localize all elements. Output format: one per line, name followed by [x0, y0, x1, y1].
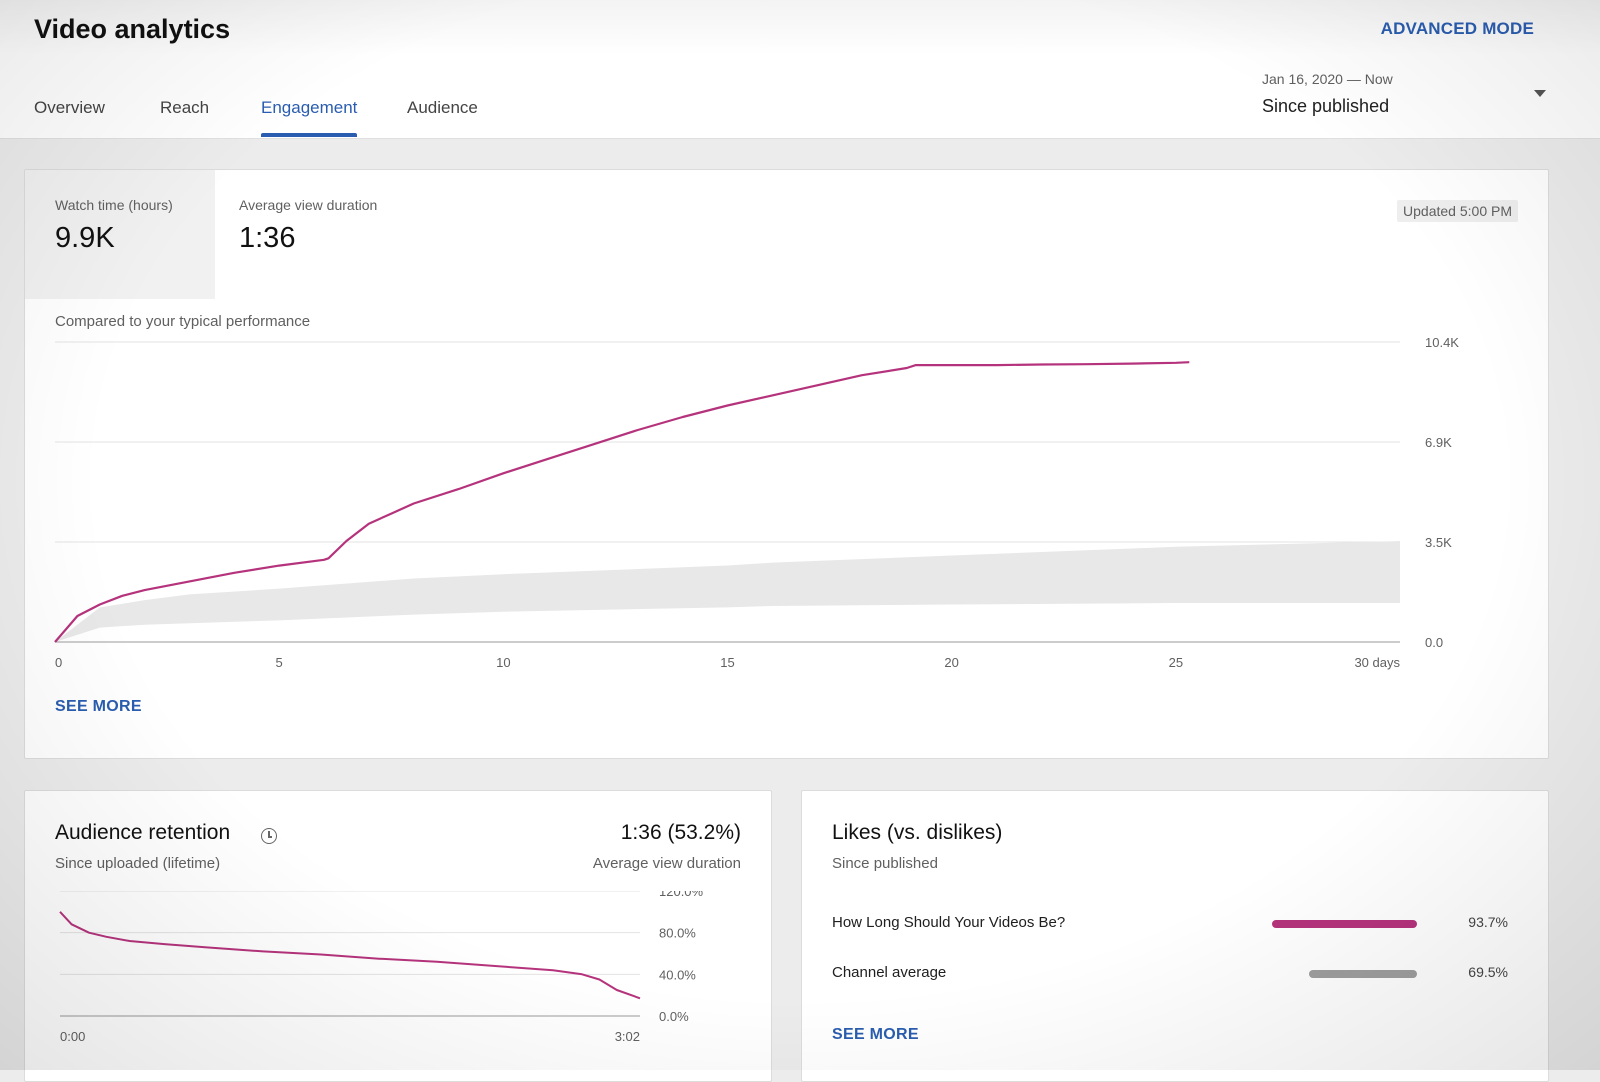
retention-line: [59, 911, 641, 1000]
tab-audience[interactable]: Audience: [407, 98, 478, 117]
y-tick-label: 80.0%: [659, 926, 696, 941]
y-tick-label: 0.0: [1425, 635, 1443, 650]
metric-tab-avg-view-duration[interactable]: Average view duration 1:36: [215, 170, 435, 299]
likes-bar: [1272, 920, 1417, 928]
tab-reach[interactable]: Reach: [160, 98, 210, 117]
y-tick-label: 6.9K: [1425, 435, 1452, 450]
avg-view-duration-value: 1:36 (53.2%): [620, 821, 741, 844]
x-tick-label: 30 days: [1354, 655, 1400, 670]
likes-bar-track: [1272, 920, 1417, 928]
likes-row-label: How Long Should Your Videos Be?: [832, 914, 1066, 931]
metric-label: Average view duration: [239, 197, 378, 213]
see-more-link[interactable]: SEE MORE: [55, 698, 142, 715]
x-tick-label: 15: [720, 655, 734, 670]
y-tick-label: 10.4K: [1425, 335, 1459, 350]
y-tick-label: 3.5K: [1425, 535, 1452, 550]
card-subtitle: Since published: [832, 855, 938, 872]
date-range-dropdown[interactable]: Jan 16, 2020 — Now Since published: [1262, 68, 1546, 126]
y-tick-label: 40.0%: [659, 967, 696, 982]
metric-value: 1:36: [239, 222, 296, 254]
likes-bar-track: [1272, 970, 1417, 978]
x-tick-label: 0:00: [60, 1029, 85, 1044]
clock-icon: [261, 828, 277, 844]
watch-time-card: Watch time (hours) 9.9K Average view dur…: [24, 169, 1549, 759]
active-tab-indicator: [261, 133, 357, 137]
date-range-text: Jan 16, 2020 — Now: [1262, 71, 1393, 87]
header: Video analytics ADVANCED MODE Overview R…: [0, 0, 1600, 139]
avg-view-duration-label: Average view duration: [592, 855, 741, 872]
card-subtitle: Since uploaded (lifetime): [55, 855, 221, 872]
x-tick-label: 0: [55, 655, 62, 670]
metric-tab-watch-time[interactable]: Watch time (hours) 9.9K: [25, 170, 215, 299]
x-tick-label: 3:02: [615, 1029, 640, 1044]
tab-overview[interactable]: Overview: [34, 98, 105, 117]
page-title: Video analytics: [34, 14, 231, 44]
advanced-mode-button[interactable]: ADVANCED MODE: [1380, 19, 1534, 38]
likes-percentage: 69.5%: [1468, 964, 1508, 980]
retention-chart: 120.0% 80.0% 40.0% 0.0% 0:00 3:02: [59, 891, 704, 1044]
updated-badge: Updated 5:00 PM: [1397, 200, 1518, 222]
likes-bar: [1309, 970, 1417, 978]
caret-down-icon: [1534, 90, 1546, 97]
likes-percentage: 93.7%: [1468, 914, 1508, 930]
likes-row-label: Channel average: [832, 964, 947, 981]
x-tick-label: 25: [1169, 655, 1183, 670]
tab-engagement[interactable]: Engagement: [261, 98, 358, 117]
card-title: Likes (vs. dislikes): [832, 821, 1003, 844]
see-more-link[interactable]: SEE MORE: [832, 1026, 919, 1043]
card-title: Audience retention: [55, 821, 231, 844]
metric-label: Watch time (hours): [55, 197, 173, 213]
likes-card: Likes (vs. dislikes) Since published How…: [801, 790, 1549, 1082]
audience-retention-card: Audience retention Since uploaded (lifet…: [24, 790, 772, 1082]
date-selection-value: Since published: [1262, 96, 1390, 116]
x-tick-label: 5: [276, 655, 283, 670]
watch-time-chart: 10.4K 6.9K 3.5K 0.0 0 5 10 15 20 25 30 days: [54, 335, 1459, 670]
metric-value: 9.9K: [55, 222, 115, 254]
x-tick-label: 20: [944, 655, 958, 670]
y-tick-label: 120.0%: [659, 891, 704, 899]
typical-performance-band: [55, 541, 1400, 642]
y-tick-label: 0.0%: [659, 1009, 689, 1024]
compare-label: Compared to your typical performance: [55, 313, 311, 330]
watch-time-line: [54, 361, 1190, 643]
x-tick-label: 10: [496, 655, 510, 670]
